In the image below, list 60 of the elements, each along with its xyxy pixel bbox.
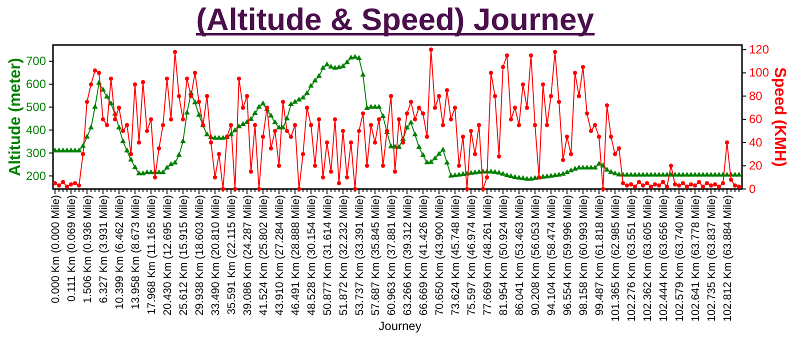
x-tick-label: 102.362 Km (63.605 Mile) <box>642 195 654 322</box>
x-tick-label: 102.276 Km (63.551 Mile) <box>626 195 638 322</box>
x-tick-label: 102.444 Km (63.656 Mile) <box>658 195 670 322</box>
x-tick-label: 25.612 Km (15.915 Mile) <box>178 195 190 316</box>
x-tick-label: 57.687 Km (35.845 Mile) <box>370 195 382 316</box>
x-tick-label: 102.579 Km (63.740 Mile) <box>674 195 686 322</box>
y2-tick-label: 120 <box>749 42 770 56</box>
x-tick-label: 50.877 Km (31.614 Mile) <box>322 195 334 316</box>
x-tick-label: 66.669 Km (41.426 Mile) <box>418 195 430 316</box>
x-tick-label: 53.737 Km (33.391 Mile) <box>354 195 366 316</box>
x-tick-label: 63.266 Km (39.312 Mile) <box>402 195 414 316</box>
x-tick-label: 90.208 Km (56.053 Mile) <box>530 195 542 316</box>
x-tick-label: 10.399 Km (6.462 Mile) <box>114 195 126 310</box>
y2-tick-label: 80 <box>749 88 763 103</box>
y-axis-title: Altitude (meter) <box>7 58 24 176</box>
x-tick-label: 102.641 Km (63.778 Mile) <box>690 195 702 322</box>
x-tick-label: 41.524 Km (25.802 Mile) <box>258 195 270 316</box>
y-tick-label: 600 <box>26 77 46 92</box>
x-tick-label: 60.963 Km (37.881 Mile) <box>386 195 398 316</box>
x-tick-label: 48.528 Km (30.154 Mile) <box>306 195 318 316</box>
x-tick-label: 46.491 Km (28.888 Mile) <box>290 195 302 316</box>
y-tick-label: 300 <box>26 146 46 160</box>
x-tick-label: 1.506 Km (0.936 Mile) <box>82 195 94 304</box>
y2-tick-label: 40 <box>749 135 763 150</box>
x-tick-label: 102.812 Km (63.884 Mile) <box>722 195 734 322</box>
x-tick-label: 77.669 Km (48.261 Mile) <box>482 195 494 316</box>
x-tick-label: 73.624 Km (45.748 Mile) <box>450 195 462 316</box>
x-tick-label: 6.327 Km (3.931 Mile) <box>98 195 110 304</box>
x-tick-label: 33.490 Km (20.810 Mile) <box>210 195 222 316</box>
x-tick-label: 102.735 Km (63.837 Mile) <box>706 195 718 322</box>
x-tick-label: 35.591 Km (22.115 Mile) <box>226 195 238 315</box>
x-tick-label: 51.872 Km (32.232 Mile) <box>338 195 350 316</box>
x-tick-label: 86.041 Km (53.463 Mile) <box>514 195 526 316</box>
x-tick-label: 98.158 Km (60.993 Mile) <box>578 195 590 316</box>
x-tick-label: 29.938 Km (18.603 Mile) <box>194 195 206 316</box>
chart-title: (Altitude & Speed) Journey <box>196 2 595 37</box>
y2-tick-label: 0 <box>749 182 756 196</box>
y-tick-label: 700 <box>26 54 46 68</box>
x-tick-label: 0.000 Km (0.000 Mile) <box>50 195 62 304</box>
y2-tick-label: 60 <box>749 112 763 126</box>
x-axis-title: Journey <box>378 319 422 333</box>
x-tick-label: 13.958 Km (8.673 Mile) <box>130 195 142 310</box>
x-tick-label: 101.365 Km (62.985 Mile) <box>610 195 622 322</box>
y-tick-label: 500 <box>26 100 46 114</box>
y-tick-label: 400 <box>26 122 46 137</box>
x-tick-label: 20.430 Km (12.695 Mile) <box>162 195 174 316</box>
x-tick-label: 81.954 Km (50.924 Mile) <box>498 195 510 316</box>
x-tick-label: 94.104 Km (58.474 Mile) <box>546 195 558 316</box>
x-tick-label: 39.086 Km (24.287 Mile) <box>242 195 254 316</box>
x-tick-label: 0.111 Km (0.069 Mile) <box>66 195 78 302</box>
y-tick-label: 200 <box>26 168 46 183</box>
x-tick-label: 70.650 Km (43.900 Mile) <box>434 195 446 316</box>
x-tick-label: 43.910 Km (27.284 Mile) <box>274 195 286 316</box>
y2-tick-label: 20 <box>749 158 763 173</box>
y2-tick-label: 100 <box>749 66 770 80</box>
x-tick-label: 99.487 Km (61.818 Mile) <box>594 195 606 316</box>
x-tick-label: 75.597 Km (46.974 Mile) <box>466 195 478 316</box>
x-tick-label: 96.554 Km (59.996 Mile) <box>562 195 574 316</box>
x-tick-label: 17.968 Km (11.165 Mile) <box>146 195 158 315</box>
y2-axis-title: Speed (KMH) <box>771 67 788 167</box>
